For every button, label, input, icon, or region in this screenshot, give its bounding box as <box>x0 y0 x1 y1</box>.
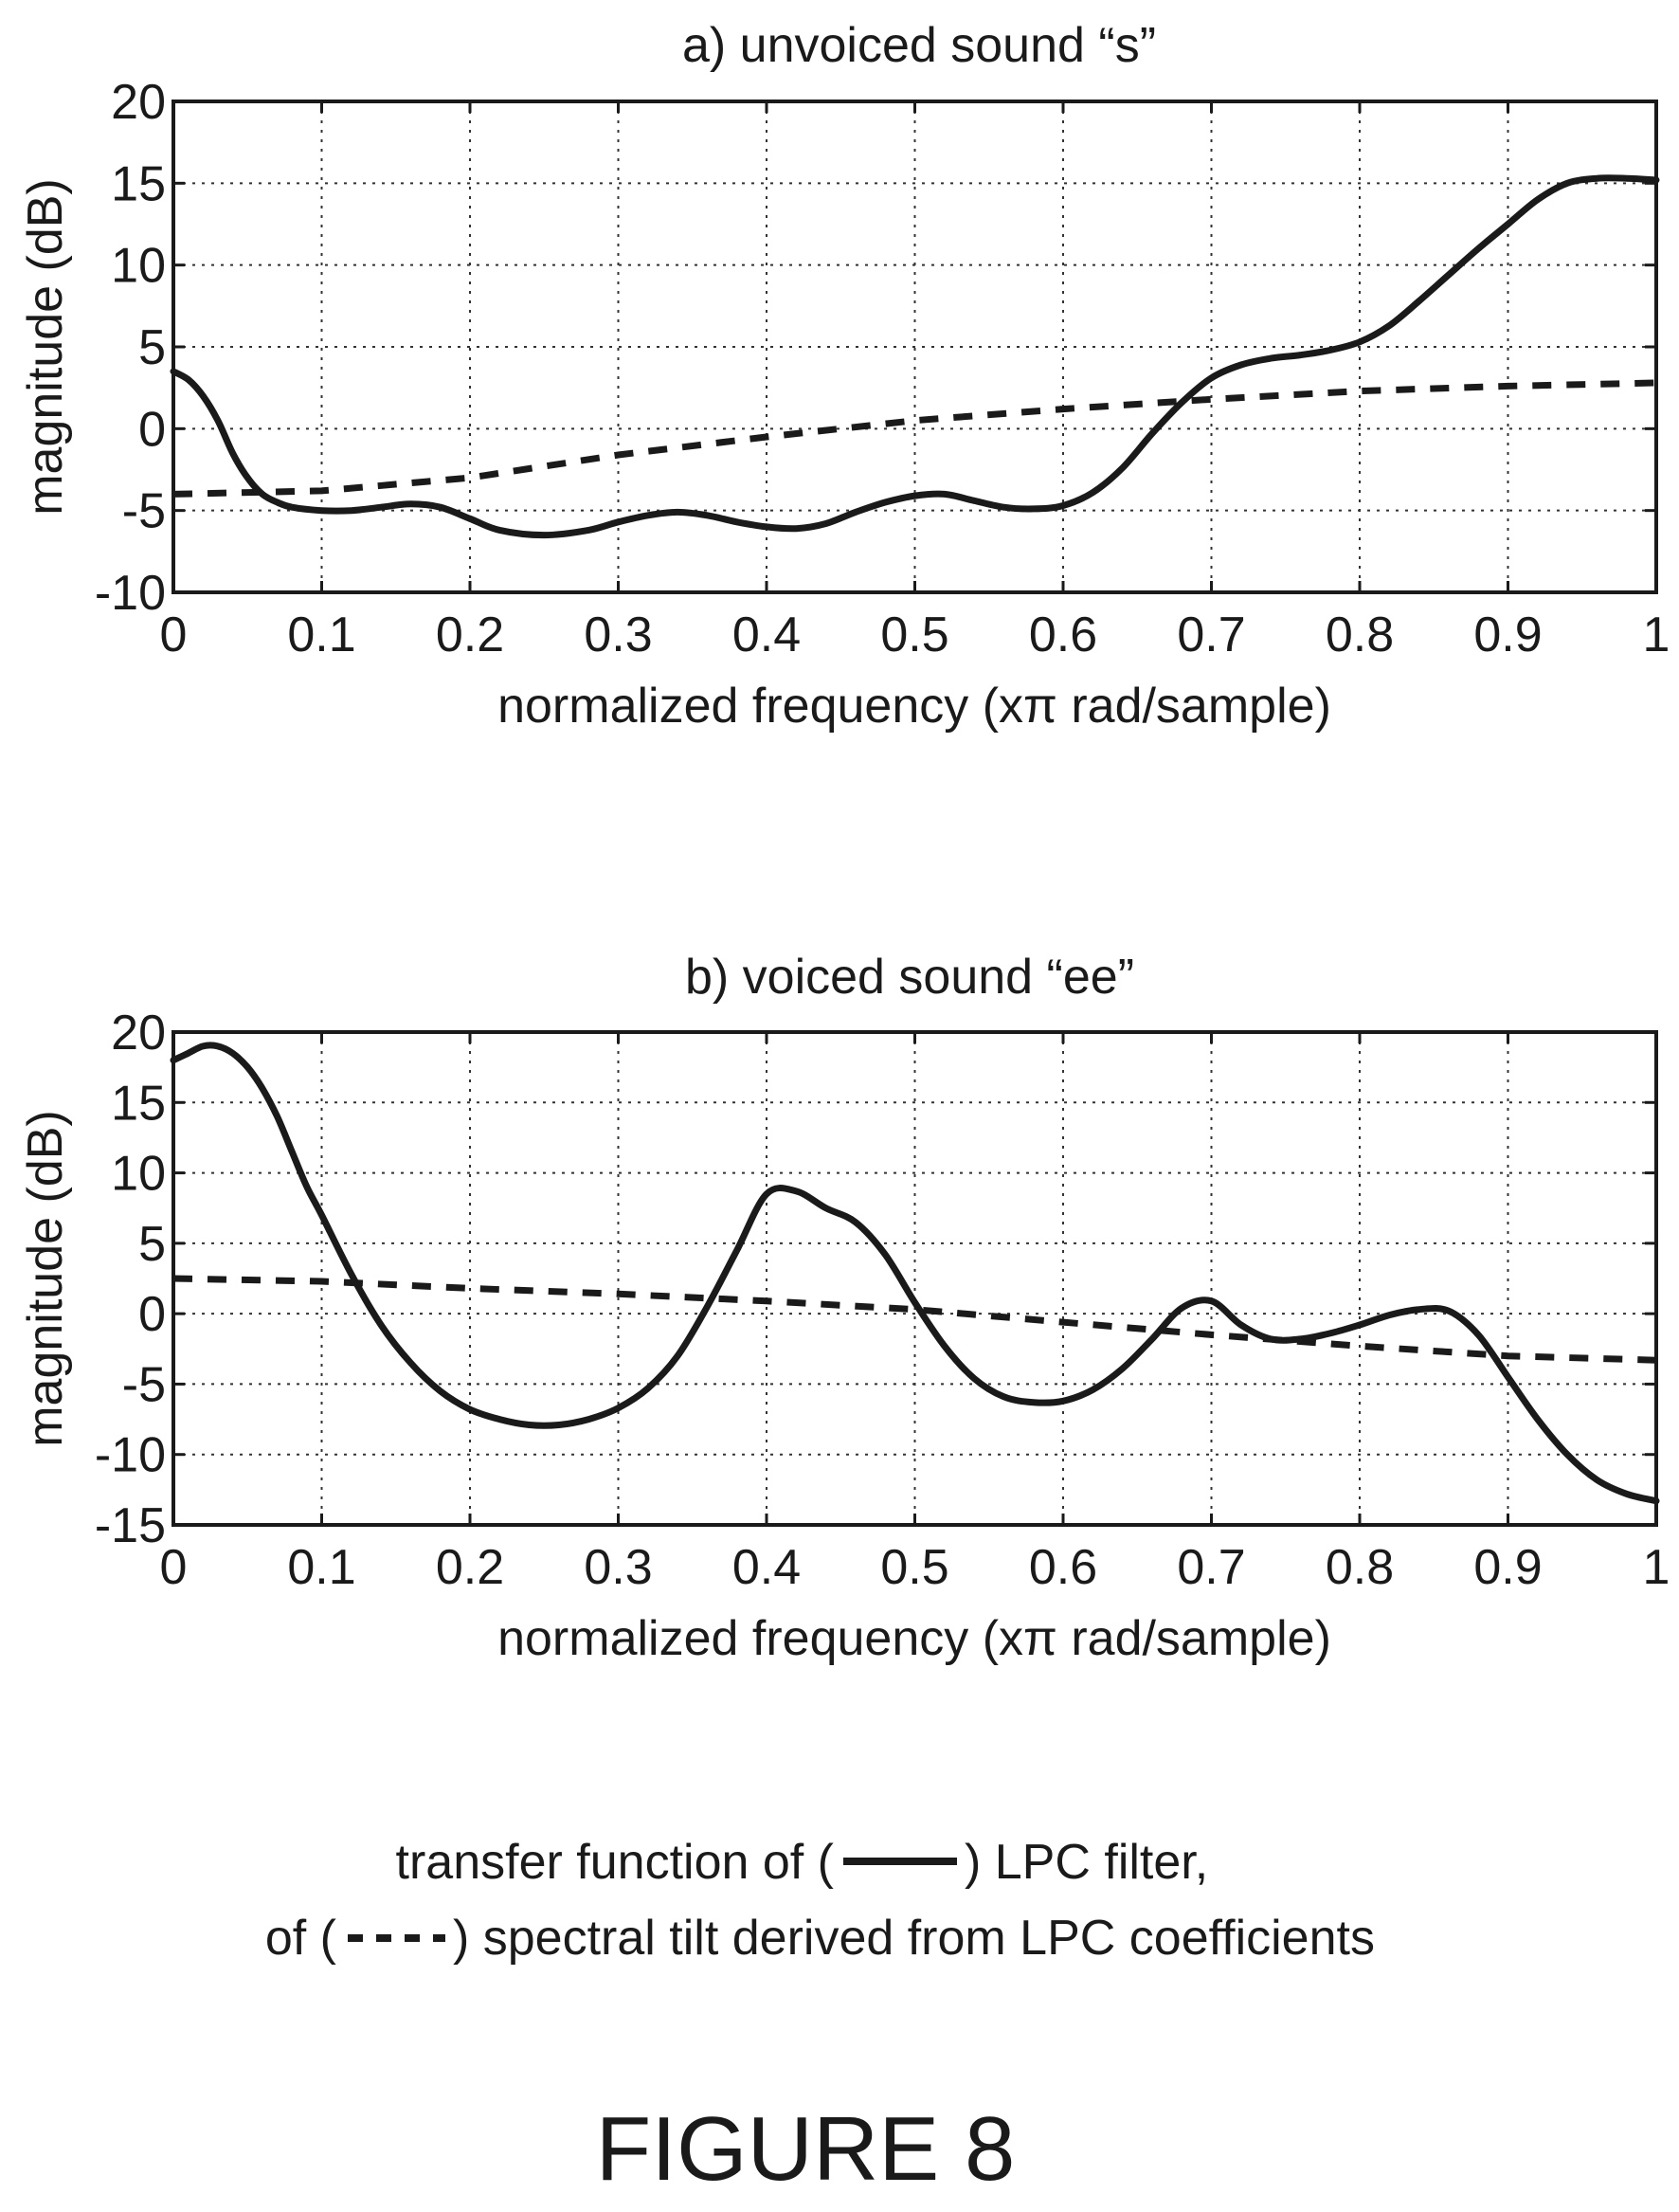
y-tick-label: 10 <box>111 1147 166 1202</box>
grid <box>173 101 1656 592</box>
x-tick-label: 1 <box>1643 607 1670 662</box>
legend: transfer function of ( ) LPC filter, of … <box>265 1835 1375 1966</box>
x-tick-label: 0.4 <box>732 607 801 662</box>
x-tick-label: 0.6 <box>1029 607 1097 662</box>
x-tick-label: 0.8 <box>1326 1540 1394 1595</box>
ticks <box>172 1030 1658 1527</box>
y-tick-label: -10 <box>95 566 166 621</box>
x-axis-label: normalized frequency (xπ rad/sample) <box>497 1611 1331 1666</box>
x-tick-label: 0.5 <box>880 1540 948 1595</box>
legend-line-2-start: of ( <box>265 1911 337 1966</box>
lpc-filter-line <box>170 174 1660 539</box>
chart-panel-a: a) unvoiced sound “s” 0 0.1 0.2 0.3 0.4 0.5 0.… <box>18 18 1670 734</box>
x-tick-label: 0.3 <box>584 607 652 662</box>
legend-line-2-end: ) spectral tilt derived from LPC coeffic… <box>453 1911 1375 1966</box>
y-tick-label: -15 <box>95 1498 166 1553</box>
x-tick-label: 0.2 <box>436 607 504 662</box>
x-tick-label: 0.4 <box>732 1540 801 1595</box>
y-tick-label: -5 <box>122 484 166 539</box>
x-tick-label: 0.5 <box>880 607 948 662</box>
y-axis-label: magnitude (dB) <box>18 178 73 516</box>
y-tick-label: 10 <box>111 239 166 294</box>
x-tick-label: 0.6 <box>1029 1540 1097 1595</box>
x-tick-label: 0.9 <box>1473 1540 1542 1595</box>
y-tick-label: 0 <box>138 402 166 457</box>
grid <box>173 1032 1656 1525</box>
ticks <box>172 100 1658 594</box>
y-tick-label: 5 <box>138 1217 166 1272</box>
x-tick-label: 0.7 <box>1177 607 1245 662</box>
chart-title: a) unvoiced sound “s” <box>682 18 1156 73</box>
y-tick-label: 15 <box>111 156 166 211</box>
x-tick-label: 0.1 <box>287 607 355 662</box>
x-tick-label: 0.3 <box>584 1540 652 1595</box>
x-tick-label: 0.1 <box>287 1540 355 1595</box>
series-layer <box>170 1042 1660 1505</box>
x-tick-labels: 0 0.1 0.2 0.3 0.4 0.5 0.6 0.7 0.8 0.9 1 <box>160 607 1670 662</box>
spectral-tilt-line <box>172 1275 1657 1364</box>
lpc-filter-line <box>170 1042 1660 1505</box>
chart-panel-b: b) voiced sound “ee” 0 0.1 0.2 0.3 0.4 0.5 0.6… <box>18 950 1670 1666</box>
x-tick-label: 0 <box>160 607 188 662</box>
y-tick-label: 5 <box>138 320 166 375</box>
y-tick-label: 20 <box>111 75 166 130</box>
chart-title: b) voiced sound “ee” <box>685 950 1134 1005</box>
y-axis-label: magnitude (dB) <box>18 1110 73 1447</box>
y-tick-label: -10 <box>95 1428 166 1483</box>
y-tick-label: -5 <box>122 1357 166 1412</box>
x-tick-label: 0 <box>160 1540 188 1595</box>
x-tick-label: 0.2 <box>436 1540 504 1595</box>
x-tick-label: 0.8 <box>1326 607 1394 662</box>
y-tick-label: 15 <box>111 1076 166 1131</box>
x-axis-label: normalized frequency (xπ rad/sample) <box>497 679 1331 734</box>
y-tick-label: 0 <box>138 1287 166 1342</box>
legend-line-1-end: ) LPC filter, <box>965 1835 1208 1890</box>
y-tick-label: 20 <box>111 1006 166 1061</box>
x-tick-label: 1 <box>1643 1540 1670 1595</box>
legend-line-1-start: transfer function of ( <box>396 1835 835 1890</box>
y-tick-labels: 20 15 10 5 0 -5 -10 <box>95 75 166 621</box>
spectral-tilt-line <box>172 379 1657 498</box>
x-tick-labels: 0 0.1 0.2 0.3 0.4 0.5 0.6 0.7 0.8 0.9 1 <box>160 1540 1670 1595</box>
figure-label: FIGURE 8 <box>596 2098 1016 2200</box>
series-layer <box>170 174 1660 539</box>
x-tick-label: 0.9 <box>1473 607 1542 662</box>
y-tick-labels: 20 15 10 5 0 -5 -10 -15 <box>95 1006 166 1553</box>
x-tick-label: 0.7 <box>1177 1540 1245 1595</box>
